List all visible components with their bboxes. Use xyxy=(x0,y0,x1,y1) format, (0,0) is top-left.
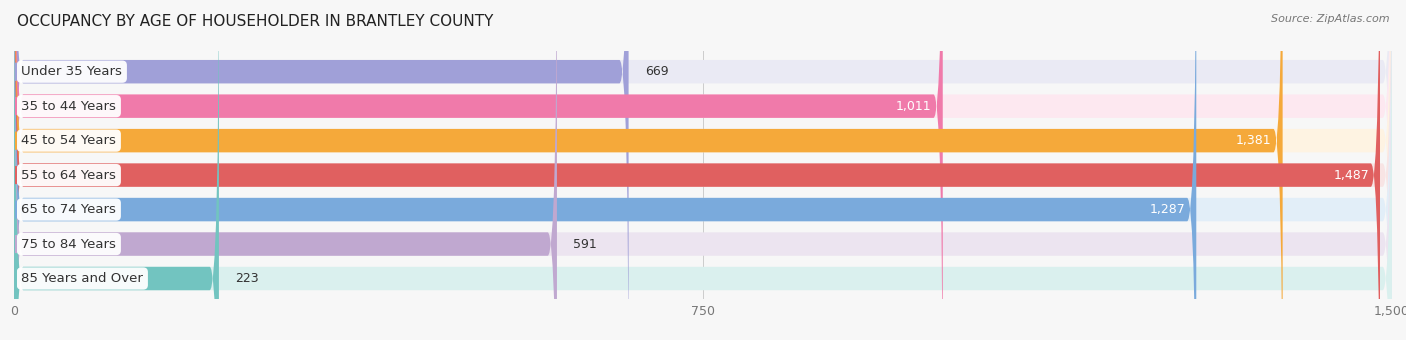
Text: 35 to 44 Years: 35 to 44 Years xyxy=(21,100,117,113)
FancyBboxPatch shape xyxy=(14,0,1282,340)
Text: 45 to 54 Years: 45 to 54 Years xyxy=(21,134,117,147)
Text: 75 to 84 Years: 75 to 84 Years xyxy=(21,238,117,251)
Text: 1,011: 1,011 xyxy=(896,100,932,113)
Text: 65 to 74 Years: 65 to 74 Years xyxy=(21,203,117,216)
Text: Source: ZipAtlas.com: Source: ZipAtlas.com xyxy=(1271,14,1389,23)
FancyBboxPatch shape xyxy=(14,0,219,340)
Text: 85 Years and Over: 85 Years and Over xyxy=(21,272,143,285)
FancyBboxPatch shape xyxy=(14,0,1392,340)
FancyBboxPatch shape xyxy=(14,0,1381,340)
Text: 223: 223 xyxy=(235,272,259,285)
Text: 1,381: 1,381 xyxy=(1236,134,1271,147)
FancyBboxPatch shape xyxy=(14,0,1392,340)
Text: 591: 591 xyxy=(574,238,598,251)
FancyBboxPatch shape xyxy=(14,0,1392,340)
FancyBboxPatch shape xyxy=(14,0,628,340)
FancyBboxPatch shape xyxy=(14,0,557,340)
FancyBboxPatch shape xyxy=(14,0,1392,340)
Text: 55 to 64 Years: 55 to 64 Years xyxy=(21,169,117,182)
Text: 1,287: 1,287 xyxy=(1150,203,1185,216)
FancyBboxPatch shape xyxy=(14,0,1392,340)
Text: OCCUPANCY BY AGE OF HOUSEHOLDER IN BRANTLEY COUNTY: OCCUPANCY BY AGE OF HOUSEHOLDER IN BRANT… xyxy=(17,14,494,29)
Text: 669: 669 xyxy=(645,65,669,78)
FancyBboxPatch shape xyxy=(14,0,943,340)
FancyBboxPatch shape xyxy=(14,0,1197,340)
Text: Under 35 Years: Under 35 Years xyxy=(21,65,122,78)
FancyBboxPatch shape xyxy=(14,0,1392,340)
FancyBboxPatch shape xyxy=(14,0,1392,340)
Text: 1,487: 1,487 xyxy=(1333,169,1369,182)
